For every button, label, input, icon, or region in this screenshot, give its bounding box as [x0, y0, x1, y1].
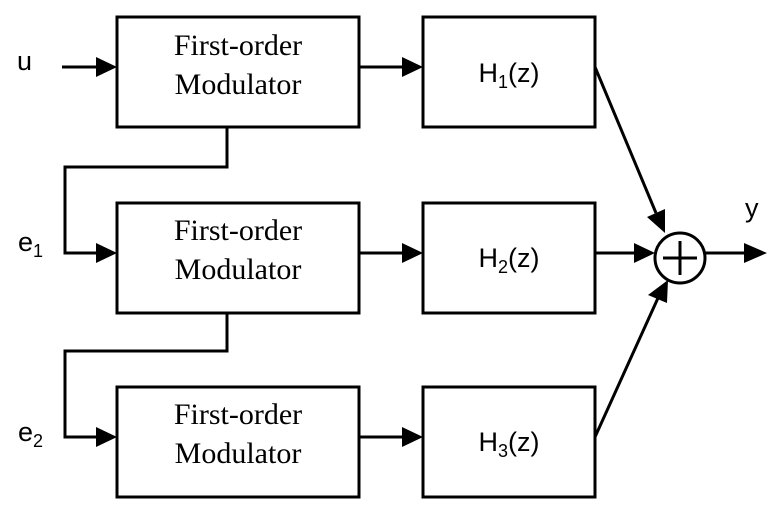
- modulator-block-2: First-order Modulator: [115, 201, 361, 315]
- output-signal-label: y: [745, 193, 759, 223]
- modulator-2-line1: First-order: [174, 214, 302, 247]
- error1-path: [63, 127, 229, 263]
- modulator-block-1: First-order Modulator: [115, 15, 361, 129]
- filter2-to-summer-arrow: [595, 243, 655, 263]
- filter-1-label: H1(z): [479, 58, 540, 92]
- input-signal-label: u: [17, 46, 32, 76]
- modulator-block-3: First-order Modulator: [115, 385, 361, 499]
- filter-block-3: H3(z): [421, 385, 597, 499]
- filter-block-2: H2(z): [421, 201, 597, 315]
- input-arrow: [62, 57, 117, 77]
- modulator-2-line2: Modulator: [175, 253, 302, 286]
- filter3-to-summer-arrow: [593, 280, 668, 438]
- modulator-1-line1: First-order: [174, 29, 302, 62]
- mod2-to-filter2-arrow: [359, 243, 423, 263]
- summing-junction: [653, 231, 707, 285]
- mod1-to-filter1-arrow: [359, 57, 423, 77]
- modulator-3-line1: First-order: [174, 398, 302, 431]
- error2-path: [63, 313, 229, 447]
- filter1-to-summer-arrow: [593, 66, 665, 233]
- output-arrow: [705, 243, 767, 263]
- modulator-3-line2: Modulator: [175, 437, 302, 470]
- error-signal-1-label: e1: [18, 227, 43, 261]
- filter-2-label: H2(z): [479, 243, 540, 277]
- error-signal-2-label: e2: [18, 417, 43, 451]
- modulator-1-line2: Modulator: [175, 68, 302, 101]
- filter-3-label: H3(z): [479, 427, 540, 461]
- filter-block-1: H1(z): [421, 15, 597, 129]
- mod3-to-filter3-arrow: [359, 427, 423, 447]
